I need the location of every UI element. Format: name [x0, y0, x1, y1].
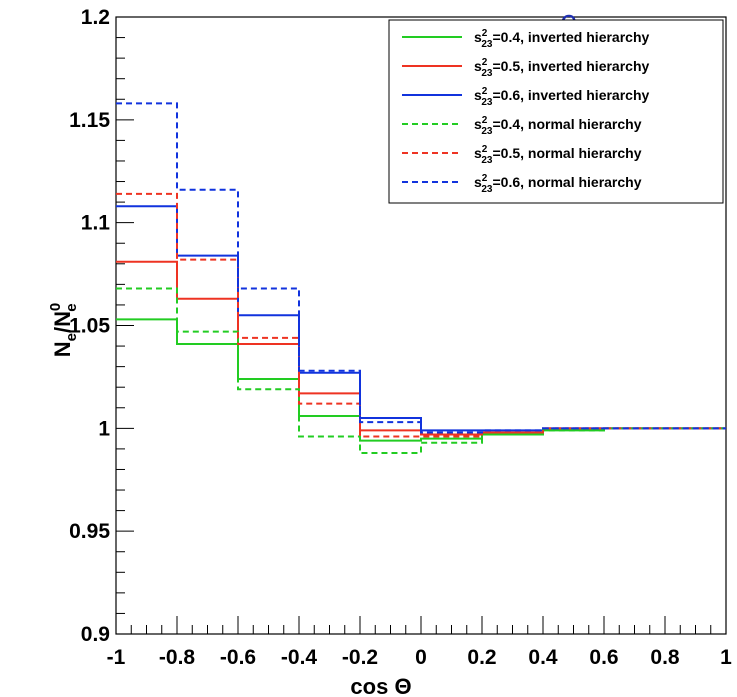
- legend-label: s2 23=0.5, inverted hierarchy: [474, 57, 650, 79]
- x-tick-label: -0.4: [281, 646, 318, 669]
- x-tick-label: 0.4: [528, 646, 558, 669]
- y-axis-label: Ne/N0e: [47, 303, 80, 358]
- y-tick-label: 1: [98, 417, 110, 440]
- series-line-3: [116, 287, 726, 455]
- y-tick-label: 1.15: [69, 109, 110, 132]
- y-tick-label: 0.95: [69, 520, 110, 543]
- y-label-sub: e: [63, 333, 80, 341]
- axis-ticks: [115, 16, 727, 635]
- x-tick-label: -0.2: [342, 646, 378, 669]
- y-label-main: N: [50, 341, 75, 357]
- x-tick-label: 1: [720, 646, 732, 669]
- x-axis-label: cos Θ: [350, 674, 411, 697]
- y-tick-labels: 0.9 0.95 1 1.05 1.1 1.15 1.2: [69, 6, 110, 646]
- series-line-5: [116, 102, 726, 434]
- x-tick-label: -1: [107, 646, 126, 669]
- legend-box: [388, 19, 724, 204]
- legend-label: s2 23=0.4, inverted hierarchy: [474, 28, 650, 50]
- legend-label: s2 23=0.4, normal hierarchy: [474, 115, 642, 137]
- x-tick-label: 0.2: [467, 646, 496, 669]
- legend: s2 23=0.4, inverted hierarchy s2 23=0.5, in…: [388, 19, 724, 204]
- y-tick-label: 1.05: [69, 315, 110, 338]
- y-tick-label: 1.1: [81, 212, 111, 235]
- y-tick-label: 0.9: [81, 623, 110, 646]
- legend-label: s2 23=0.6, inverted hierarchy: [474, 86, 650, 108]
- x-tick-label: -0.8: [159, 646, 196, 669]
- y-label-sup2: 0: [47, 303, 64, 311]
- x-tick-label: 0.6: [589, 646, 618, 669]
- legend-label: s2 23=0.5, normal hierarchy: [474, 144, 642, 166]
- legend-label: s2 23=0.6, normal hierarchy: [474, 173, 642, 195]
- x-tick-labels: -1 -0.8 -0.6 -0.4 -0.2 0 0.2 0.4 0.6 0.8 1: [107, 646, 733, 669]
- y-label-sub2: e: [63, 303, 80, 311]
- x-tick-label: 0: [415, 646, 427, 669]
- y-tick-label: 1.2: [81, 6, 110, 29]
- y-label-sep: /N: [50, 311, 75, 333]
- x-tick-label: -0.6: [220, 646, 256, 669]
- x-tick-label: 0.8: [650, 646, 680, 669]
- series-lines: [116, 102, 726, 455]
